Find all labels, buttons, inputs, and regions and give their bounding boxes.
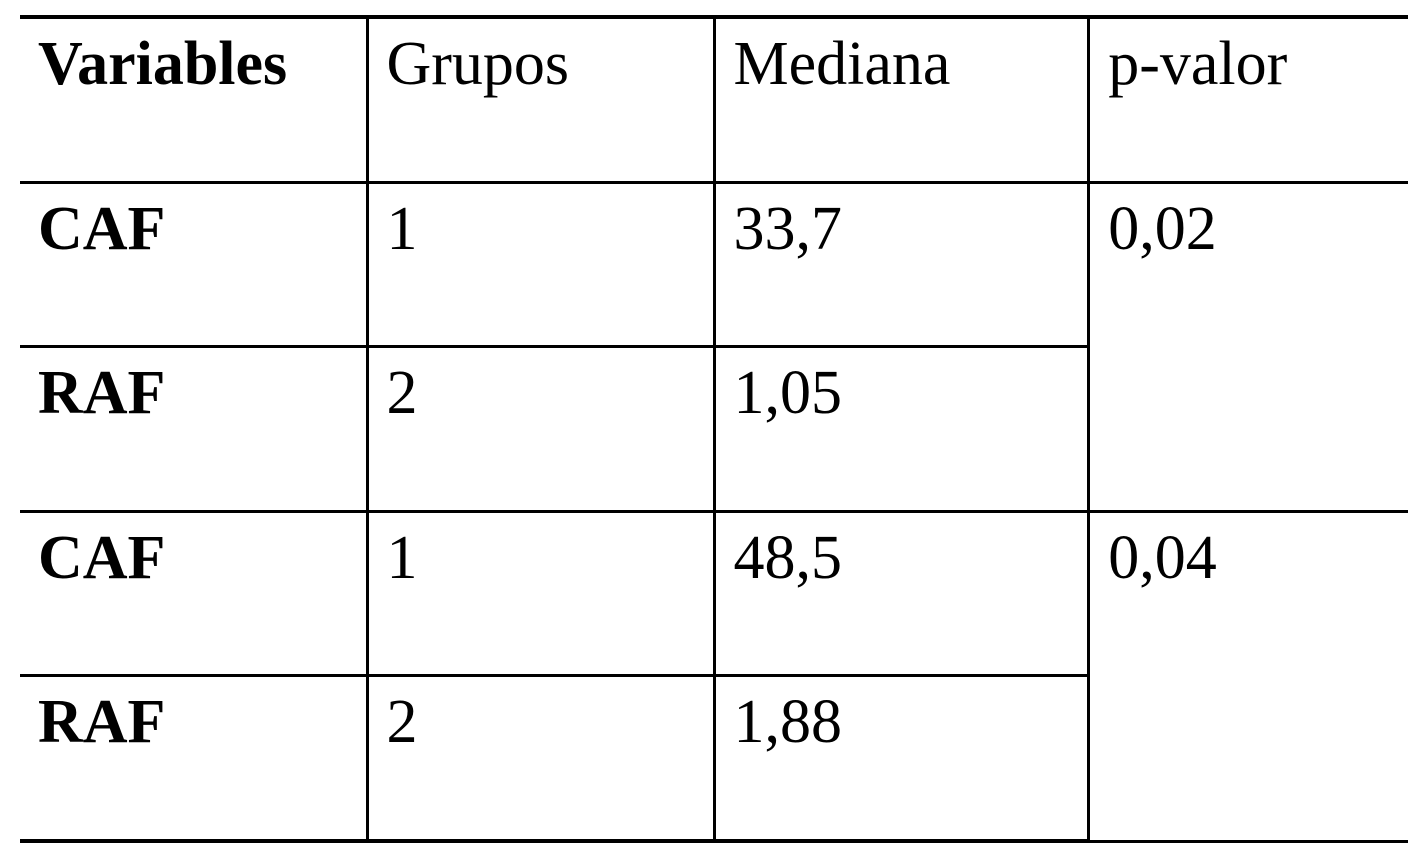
- cell-variable: CAF: [20, 511, 367, 675]
- table-row: CAF 1 48,5 0,04: [20, 511, 1408, 675]
- cell-mediana: 1,88: [714, 676, 1089, 841]
- cell-variable: RAF: [20, 347, 367, 511]
- cell-grupo: 1: [367, 182, 714, 346]
- cell-grupo: 2: [367, 347, 714, 511]
- header-grupos: Grupos: [367, 17, 714, 182]
- table-row: CAF 1 33,7 0,02: [20, 182, 1408, 346]
- cell-pvalor: 0,04: [1089, 511, 1408, 841]
- cell-mediana: 33,7: [714, 182, 1089, 346]
- cell-pvalor: 0,02: [1089, 182, 1408, 511]
- table-header-row: Variables Grupos Mediana p-valor: [20, 17, 1408, 182]
- header-mediana: Mediana: [714, 17, 1089, 182]
- statistics-table: Variables Grupos Mediana p-valor CAF 1 3…: [20, 15, 1408, 843]
- cell-mediana: 1,05: [714, 347, 1089, 511]
- cell-grupo: 1: [367, 511, 714, 675]
- cell-grupo: 2: [367, 676, 714, 841]
- header-variables: Variables: [20, 17, 367, 182]
- header-pvalor: p-valor: [1089, 17, 1408, 182]
- cell-variable: RAF: [20, 676, 367, 841]
- cell-variable: CAF: [20, 182, 367, 346]
- cell-mediana: 48,5: [714, 511, 1089, 675]
